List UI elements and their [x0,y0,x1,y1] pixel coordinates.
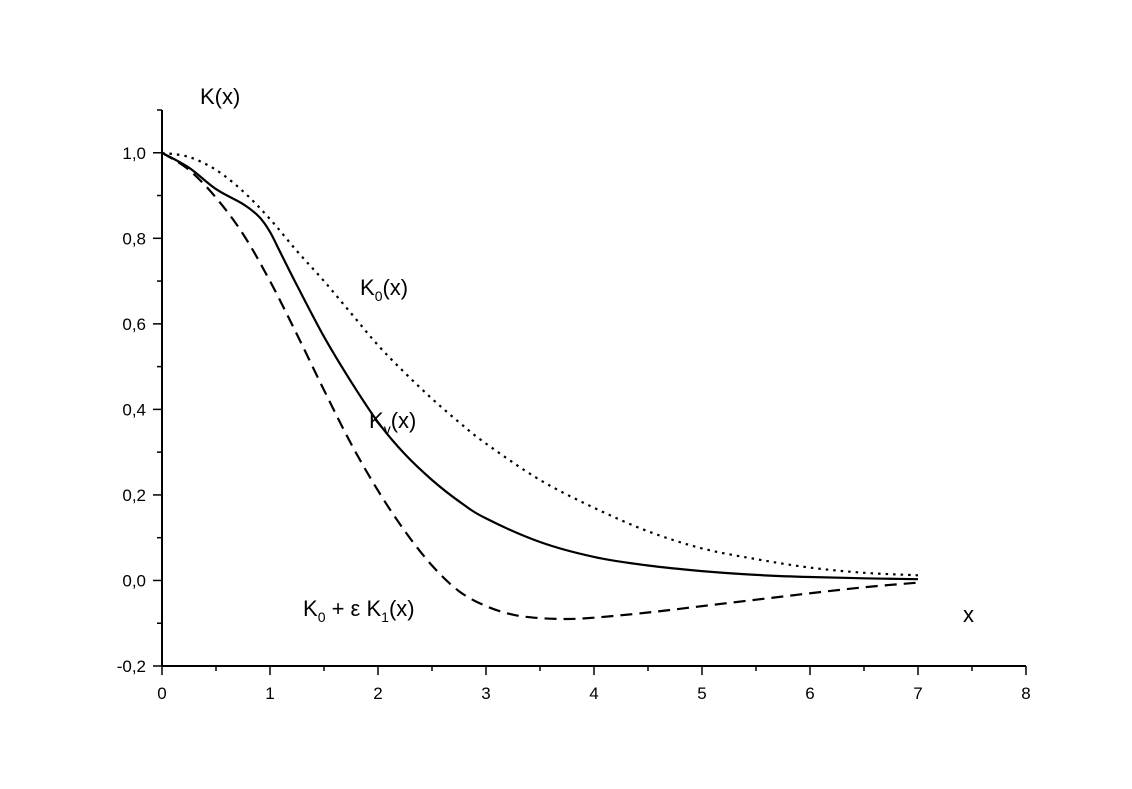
curves [161,151,919,621]
series-line-solid [161,151,919,581]
y-axis-title: K(x) [200,84,240,109]
x-tick-label: 2 [373,684,382,703]
series-label-k0: K0(x) [360,275,408,304]
x-tick-label: 1 [265,684,274,703]
x-tick-label: 7 [913,684,922,703]
series-label-kv: Kv(x) [369,408,416,437]
series-line-dotted [161,151,919,577]
y-tick-label: 0,6 [122,315,146,334]
x-tick-label: 8 [1021,684,1030,703]
x-tick-label: 0 [157,684,166,703]
x-tick-label: 4 [589,684,598,703]
y-tick-label: 0,4 [122,400,146,419]
x-tick-label: 3 [481,684,490,703]
y-tick-label: 0,0 [122,571,146,590]
series-label-k0-eps-k1: K0 + ε K1(x) [303,596,415,625]
x-tick-label: 6 [805,684,814,703]
y-tick-label: 1,0 [122,144,146,163]
y-tick-label: -0,2 [117,657,146,676]
x-tick-label: 5 [697,684,706,703]
x-axis-title: x [963,602,974,627]
y-tick-label: 0,8 [122,229,146,248]
series-line-dashed [161,151,919,621]
y-tick-label: 0,2 [122,486,146,505]
axes: 0 1 2 3 4 5 6 7 8 -0,2 0,0 0,2 0,4 0,6 0,8 1,0 [117,109,1031,703]
